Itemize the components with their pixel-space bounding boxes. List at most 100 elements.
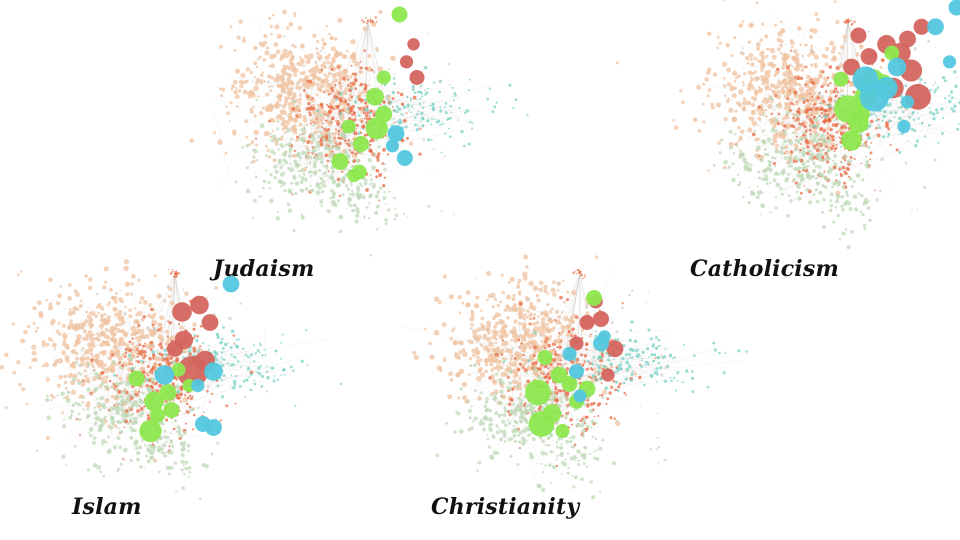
pale-node bbox=[863, 227, 867, 231]
teal-node bbox=[234, 356, 237, 359]
teal-node bbox=[266, 390, 268, 393]
pale-node bbox=[375, 227, 379, 231]
peach-node bbox=[293, 11, 297, 15]
pale-node bbox=[134, 446, 139, 451]
teal-node bbox=[306, 364, 309, 366]
peach-node bbox=[780, 86, 784, 91]
peach-node bbox=[377, 66, 383, 72]
outlier-node bbox=[934, 81, 937, 84]
outlier-node bbox=[438, 80, 442, 84]
orange-node bbox=[350, 64, 353, 67]
peach-node bbox=[786, 86, 791, 91]
pale-node bbox=[325, 145, 329, 150]
outlier-node bbox=[124, 459, 127, 462]
peach-node bbox=[298, 56, 302, 59]
pale-node bbox=[788, 158, 791, 161]
pale-node bbox=[802, 150, 806, 155]
orange-node bbox=[296, 115, 299, 119]
teal-node bbox=[422, 106, 425, 109]
orange-node bbox=[797, 107, 801, 111]
peach-node bbox=[248, 143, 252, 146]
orange-node bbox=[171, 382, 175, 386]
peach-node bbox=[743, 72, 747, 76]
peach-node bbox=[81, 321, 87, 328]
orange-node bbox=[138, 343, 142, 347]
peach-node bbox=[104, 280, 108, 284]
orange-node bbox=[193, 336, 196, 339]
peach-node bbox=[335, 79, 338, 83]
teal-node bbox=[936, 86, 940, 89]
teal-node bbox=[467, 89, 471, 92]
orange-node bbox=[185, 402, 189, 406]
pale-node bbox=[182, 431, 187, 435]
pale-node bbox=[167, 472, 171, 476]
orange-node bbox=[337, 136, 340, 140]
peach-node bbox=[89, 334, 93, 337]
teal-node bbox=[392, 117, 395, 120]
teal-node bbox=[276, 378, 279, 381]
peach-node bbox=[294, 105, 300, 111]
teal-node bbox=[944, 97, 947, 100]
peach-node bbox=[765, 47, 769, 51]
peach-node bbox=[100, 361, 104, 366]
teal-node bbox=[245, 378, 249, 382]
teal-node bbox=[219, 340, 223, 345]
orange-node bbox=[136, 360, 141, 364]
pale-node bbox=[866, 206, 871, 210]
pale-node bbox=[331, 169, 335, 174]
pale-node bbox=[794, 157, 798, 161]
pale-node bbox=[339, 132, 344, 137]
pale-node bbox=[360, 184, 363, 188]
pale-node bbox=[384, 203, 387, 206]
pale-node bbox=[781, 143, 784, 146]
pale-node bbox=[81, 395, 86, 400]
pale-node bbox=[130, 403, 136, 408]
outlier-node bbox=[913, 47, 917, 51]
peach-node bbox=[25, 402, 29, 406]
pale-node bbox=[375, 204, 380, 209]
pale-node bbox=[140, 410, 145, 415]
teal-node bbox=[444, 132, 447, 135]
orange-node bbox=[399, 92, 404, 97]
orange-node bbox=[804, 65, 807, 69]
pale-node bbox=[313, 145, 317, 150]
peach-node bbox=[331, 59, 336, 64]
pale-node bbox=[771, 156, 775, 160]
peach-node bbox=[134, 336, 139, 340]
peach-node bbox=[85, 310, 89, 314]
teal-node bbox=[235, 338, 238, 341]
outlier-node bbox=[277, 81, 279, 83]
pale-node bbox=[821, 141, 826, 146]
outlier-node bbox=[151, 344, 154, 348]
orange-node bbox=[881, 58, 885, 63]
peach-node bbox=[45, 298, 48, 302]
peach-node bbox=[67, 296, 72, 301]
teal-node bbox=[257, 366, 261, 370]
pale-node bbox=[304, 187, 309, 191]
orange-node bbox=[832, 90, 836, 94]
orange-node bbox=[845, 21, 847, 23]
peach-node bbox=[280, 116, 285, 122]
pale-node bbox=[328, 139, 333, 145]
outlier-node bbox=[422, 138, 426, 141]
pale-node bbox=[77, 402, 81, 407]
pale-node bbox=[378, 186, 383, 190]
peach-node bbox=[814, 12, 819, 17]
orange-node bbox=[819, 107, 823, 112]
pale-node bbox=[116, 381, 122, 386]
peach-node bbox=[298, 122, 303, 127]
pale-node bbox=[269, 173, 273, 177]
pale-node bbox=[165, 465, 170, 470]
pale-node bbox=[765, 182, 769, 185]
peach-node bbox=[326, 60, 331, 64]
pale-node bbox=[321, 180, 325, 184]
orange-node bbox=[844, 125, 848, 129]
orange-node bbox=[795, 100, 798, 103]
teal-node bbox=[870, 113, 873, 116]
orange-node bbox=[359, 66, 363, 70]
peach-node bbox=[742, 100, 747, 106]
peach-node bbox=[112, 345, 117, 349]
pale-node bbox=[265, 169, 268, 172]
peach-node bbox=[233, 48, 237, 52]
peach-node bbox=[812, 97, 818, 103]
